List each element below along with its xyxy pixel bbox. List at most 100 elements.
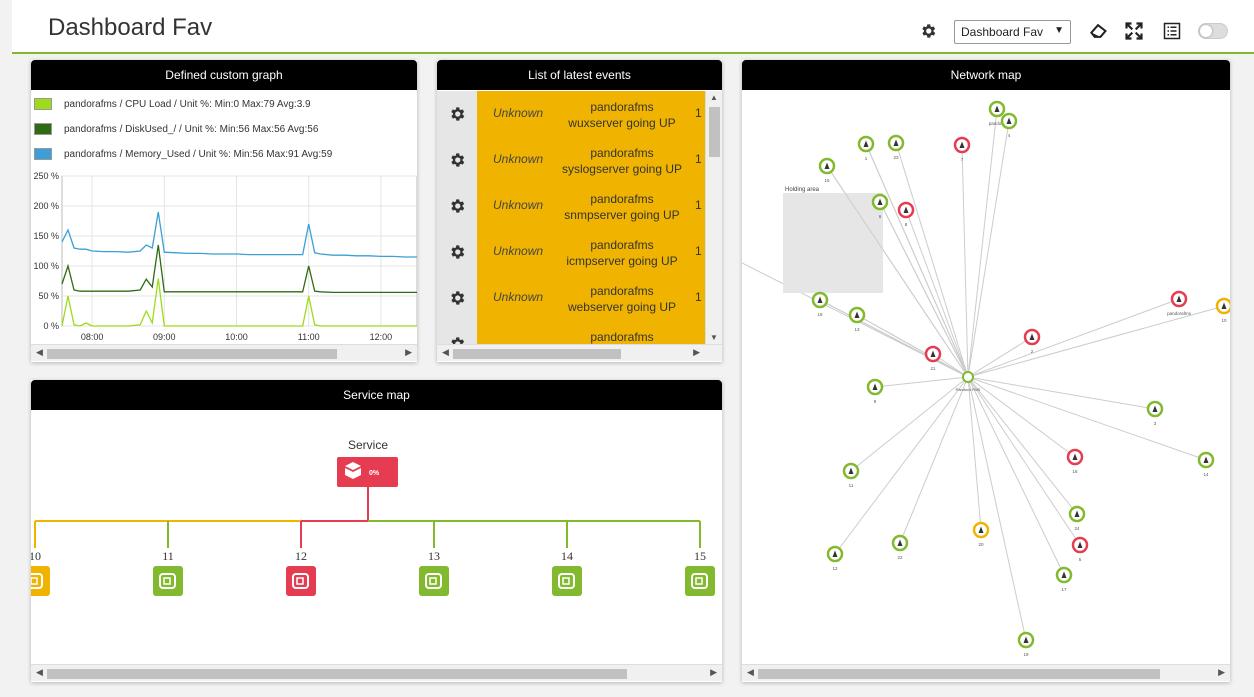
list-icon[interactable] <box>1161 20 1183 42</box>
x-tick-label: 12:00 <box>370 332 393 342</box>
service-root-percent: 0% <box>369 470 380 477</box>
dashboard-select-value: Dashboard Fav <box>961 25 1044 39</box>
service-child-label: 12 <box>295 549 307 563</box>
network-node-n17[interactable]: 17 <box>1055 566 1073 592</box>
horizontal-scrollbar[interactable]: ◀ ▶ <box>31 664 722 681</box>
scroll-left-icon[interactable]: ◀ <box>36 347 43 357</box>
linux-icon <box>1203 456 1209 463</box>
network-node-n20[interactable]: 20 <box>972 521 990 547</box>
event-row[interactable]: Unknown pandorafms wuxserver going UP 1 <box>437 91 705 137</box>
horizontal-scrollbar[interactable]: ◀ ▶ <box>742 664 1230 681</box>
event-row[interactable]: Unknown pandorafms webserver going UP 1 <box>437 275 705 321</box>
node-label: 14 <box>1203 472 1209 477</box>
service-child-box <box>286 566 316 596</box>
network-node-n24[interactable]: 24 <box>1068 505 1086 531</box>
scrollbar-thumb[interactable] <box>709 107 720 157</box>
network-node-n-pf[interactable]: pandorafms <box>1167 290 1192 316</box>
scrollbar-thumb[interactable] <box>453 349 621 359</box>
module-icon-inner <box>695 577 703 585</box>
scroll-left-icon[interactable]: ◀ <box>36 667 43 677</box>
network-node-n16[interactable]: 16 <box>1066 448 1084 474</box>
network-node-n15[interactable]: 15 <box>818 157 836 183</box>
network-node-n-top2[interactable]: 4 <box>1000 112 1018 138</box>
event-text: webserver going UP <box>567 300 677 314</box>
gear-icon[interactable] <box>437 183 477 229</box>
network-node-n5[interactable]: 5 <box>1071 536 1089 562</box>
service-child-node[interactable] <box>419 566 449 596</box>
event-message: pandorafms wuxserver going UP <box>557 99 687 131</box>
link-line <box>874 376 969 388</box>
scroll-left-icon[interactable]: ◀ <box>442 347 449 357</box>
scroll-up-icon[interactable]: ▲ <box>710 93 718 102</box>
network-node-n23[interactable]: 23 <box>887 134 905 160</box>
node-label: 7 <box>961 157 964 162</box>
event-row[interactable]: Unknown pandorafms syslogserver going UP 1 <box>437 137 705 183</box>
scrollbar-thumb[interactable] <box>47 669 627 679</box>
link-line <box>967 108 998 378</box>
service-child-node[interactable] <box>685 566 715 596</box>
linux-icon <box>1221 302 1227 309</box>
network-node-n14[interactable]: 14 <box>1197 451 1215 477</box>
scroll-left-icon[interactable]: ◀ <box>747 667 754 677</box>
node-label: 13 <box>854 327 860 332</box>
scroll-right-icon[interactable]: ▶ <box>405 347 412 357</box>
auto-refresh-toggle[interactable] <box>1198 23 1228 39</box>
network-node-n11[interactable]: 11 <box>842 462 860 488</box>
network-node-n-top1[interactable]: pandora <box>989 100 1006 126</box>
horizontal-scrollbar[interactable]: ◀ ▶ <box>437 344 722 361</box>
scroll-right-icon[interactable]: ▶ <box>710 667 717 677</box>
module-icon <box>425 573 442 589</box>
module-icon-inner <box>31 577 38 585</box>
network-node-n6[interactable]: 6 <box>871 193 889 219</box>
gear-icon[interactable] <box>437 275 477 321</box>
network-node-n19[interactable]: 19 <box>1017 631 1035 657</box>
service-child-node[interactable] <box>286 566 316 596</box>
gear-icon[interactable] <box>437 321 477 344</box>
linux-icon <box>1176 295 1182 302</box>
scroll-right-icon[interactable]: ▶ <box>693 347 700 357</box>
service-child-node[interactable] <box>153 566 183 596</box>
event-row[interactable]: Unknown pandorafms icmpserver going UP 1 <box>437 229 705 275</box>
node-label: 15 <box>824 178 830 183</box>
widget-title: Defined custom graph <box>31 60 417 90</box>
network-node-n21[interactable]: 21 <box>924 345 942 371</box>
scroll-right-icon[interactable]: ▶ <box>1218 667 1225 677</box>
vertical-scrollbar[interactable]: ▲ ▼ <box>705 91 722 344</box>
fullscreen-icon[interactable] <box>1123 20 1145 42</box>
linux-icon <box>863 140 869 147</box>
event-text: wuxserver going UP <box>568 116 676 130</box>
legend-swatch <box>34 123 52 135</box>
event-row[interactable]: Unknown pandorafms snmpserver going UP 1 <box>437 183 705 229</box>
y-tick-label: 100 % <box>33 261 59 271</box>
service-child-node[interactable] <box>31 566 50 596</box>
network-node-n12[interactable]: 12 <box>826 545 844 571</box>
dashboard-select[interactable]: Dashboard Fav ▼ <box>954 20 1071 44</box>
network-node-n18[interactable]: 18 <box>811 291 829 317</box>
gear-icon[interactable] <box>437 137 477 183</box>
network-node-n10[interactable]: 10 <box>1215 297 1230 323</box>
scroll-down-icon[interactable]: ▼ <box>710 333 718 342</box>
network-node-n2[interactable]: 2 <box>1023 328 1041 354</box>
event-text: syslogserver going UP <box>561 162 683 176</box>
scrollbar-thumb[interactable] <box>47 349 337 359</box>
service-child-node[interactable] <box>552 566 582 596</box>
gear-icon[interactable] <box>917 20 939 42</box>
eraser-icon[interactable] <box>1087 20 1109 42</box>
service-tree[interactable]: Service 0% 10 11 12 13 14 15 <box>31 410 722 664</box>
network-node-n8[interactable]: 8 <box>897 201 915 227</box>
network-node-n22[interactable]: 22 <box>891 534 909 560</box>
page-header: Dashboard Fav Dashboard Fav ▼ <box>12 0 1254 54</box>
widget-title: List of latest events <box>437 60 722 90</box>
gear-icon[interactable] <box>437 91 477 137</box>
network-node-n3[interactable]: 3 <box>1146 400 1164 426</box>
event-row[interactable]: pandorafms <box>437 321 705 344</box>
network-node-n9[interactable]: 9 <box>866 378 884 404</box>
network-node-n1[interactable]: 1 <box>857 135 875 161</box>
network-node-n13[interactable]: 13 <box>848 306 866 332</box>
center-node-ring <box>962 371 974 383</box>
network-node-n7[interactable]: 7 <box>953 136 971 162</box>
gear-icon[interactable] <box>437 229 477 275</box>
horizontal-scrollbar[interactable]: ◀ ▶ <box>31 344 417 361</box>
scrollbar-thumb[interactable] <box>758 669 1160 679</box>
